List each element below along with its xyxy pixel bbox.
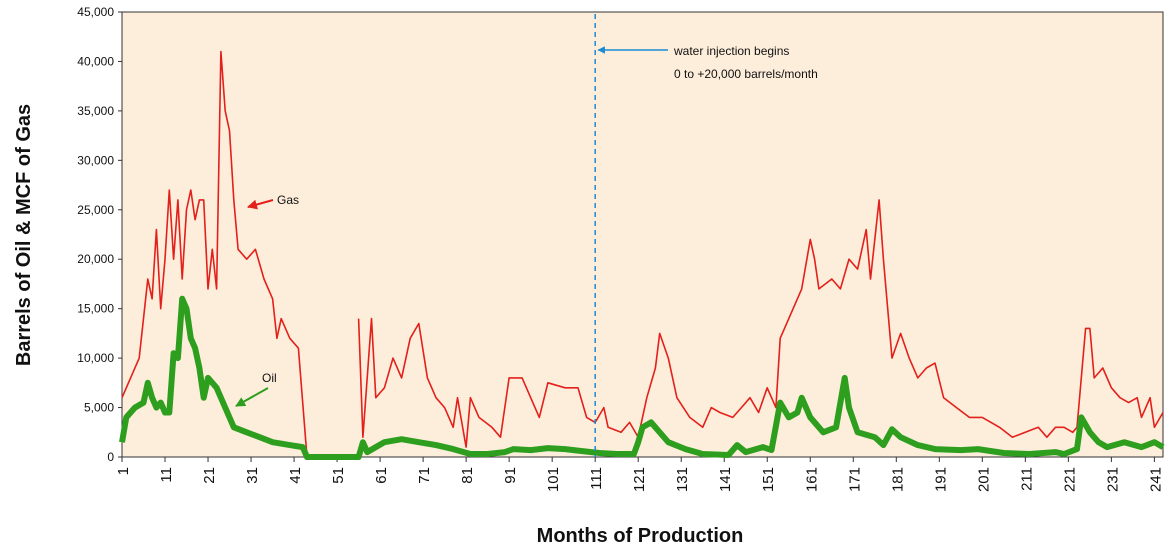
x-tick-label: 201 xyxy=(975,467,992,492)
plot-area xyxy=(121,11,1164,458)
y-tick-label: 35,000 xyxy=(77,104,114,118)
x-tick-label: 111 xyxy=(588,467,605,490)
x-tick-label: 171 xyxy=(846,467,863,492)
x-tick-label: 1 xyxy=(115,467,132,475)
y-tick-label: 20,000 xyxy=(77,252,114,266)
x-tick-label: 21 xyxy=(201,467,218,484)
x-axis-title: Months of Production xyxy=(537,525,744,547)
x-tick-label: 131 xyxy=(674,467,691,492)
line-oil xyxy=(119,295,1165,460)
y-tick-label: 5,000 xyxy=(84,401,114,415)
x-tick-label: 161 xyxy=(803,467,820,492)
x-tick-label: 181 xyxy=(889,467,906,492)
label-arrow xyxy=(235,387,269,407)
x-tick-label: 11 xyxy=(158,467,175,483)
x-tick-label: 101 xyxy=(545,467,562,492)
y-tick-label: 40,000 xyxy=(77,54,114,68)
y-tick-label: 45,000 xyxy=(77,5,114,19)
y-tick-label: 0 xyxy=(107,450,114,464)
label-arrow xyxy=(247,199,274,210)
x-tick-label: 191 xyxy=(932,467,949,492)
series-label: Oil xyxy=(262,371,277,385)
x-tick-label: 141 xyxy=(717,467,734,492)
y-tick-label: 30,000 xyxy=(77,153,114,167)
x-tick-label: 61 xyxy=(373,467,390,484)
x-tick-label: 31 xyxy=(244,467,261,484)
y-tick-label: 10,000 xyxy=(77,351,114,365)
x-tick-label: 231 xyxy=(1104,467,1121,492)
y-tick-label: 25,000 xyxy=(77,203,114,217)
y-tick-label: 15,000 xyxy=(77,302,114,316)
x-tick-label: 121 xyxy=(631,467,648,492)
x-tick-label: 41 xyxy=(287,467,304,484)
series-label: Gas xyxy=(277,193,299,207)
x-tick-label: 211 xyxy=(1018,467,1035,491)
x-tick-label: 91 xyxy=(502,467,519,484)
x-tick-label: 71 xyxy=(416,467,433,484)
annotation-text: water injection begins xyxy=(673,44,789,58)
x-tick-label: 81 xyxy=(459,467,476,484)
y-axis-title: Barrels of Oil & MCF of Gas xyxy=(13,104,35,366)
x-tick-label: 51 xyxy=(330,467,347,484)
x-tick-label: 221 xyxy=(1061,467,1078,492)
plot-layer: 0 5,000 10,000 15,000 20,000 25,000 30,000 35,0… xyxy=(77,5,1165,492)
x-tick-label: 241 xyxy=(1147,467,1164,492)
x-tick-label: 151 xyxy=(760,467,777,492)
line-gas xyxy=(121,50,1164,458)
annotation-text: 0 to +20,000 barrels/month xyxy=(674,67,818,81)
